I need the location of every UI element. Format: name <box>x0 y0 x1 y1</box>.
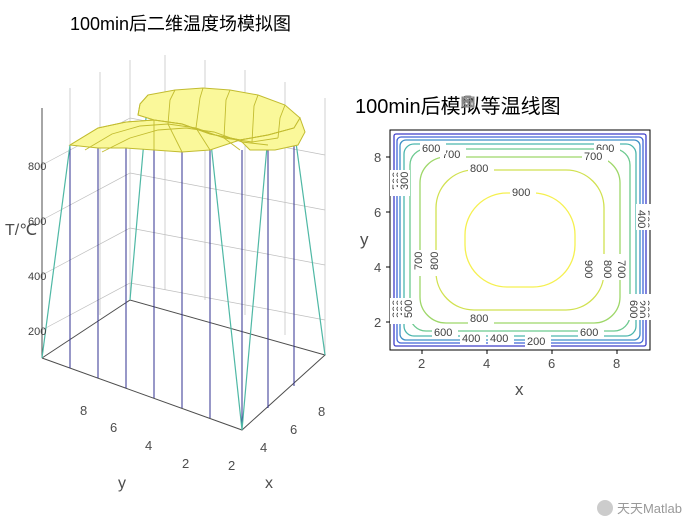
svg-text:600: 600 <box>627 300 639 318</box>
svg-text:600: 600 <box>580 327 598 339</box>
brush-icon[interactable] <box>484 94 506 112</box>
svg-text:800: 800 <box>429 252 441 270</box>
svg-text:700: 700 <box>615 260 627 278</box>
svg-text:2: 2 <box>182 456 189 471</box>
wechat-icon <box>597 500 613 516</box>
svg-text:6: 6 <box>290 422 297 437</box>
svg-text:400: 400 <box>28 271 46 283</box>
svg-text:800: 800 <box>601 260 613 278</box>
svg-text:800: 800 <box>470 163 488 175</box>
svg-text:700: 700 <box>413 252 425 270</box>
contour-plot: 100min后模拟等温线图 2 4 6 8 2 4 6 8 <box>360 90 690 420</box>
svg-text:700: 700 <box>584 151 602 163</box>
svg-text:4: 4 <box>374 260 381 275</box>
zoom-out-icon[interactable] <box>556 94 578 112</box>
svg-text:300: 300 <box>399 172 411 190</box>
contour-ylabel: y <box>360 230 369 250</box>
svg-text:6: 6 <box>110 420 117 435</box>
svg-text:8: 8 <box>613 356 620 371</box>
svg-text:6: 6 <box>548 356 555 371</box>
figure-toolbar <box>460 94 602 112</box>
svg-text:900: 900 <box>582 260 594 278</box>
surface-zlabel: T/℃ <box>5 220 37 240</box>
svg-text:400: 400 <box>635 210 647 228</box>
surface-xlabel: x <box>265 475 273 493</box>
watermark-text: 天天Matlab <box>617 498 682 517</box>
svg-text:8: 8 <box>318 404 325 419</box>
svg-text:4: 4 <box>260 440 267 455</box>
contour-svg: 2 4 6 8 2 4 6 8 800 900 700 600 600 700 <box>360 120 690 440</box>
svg-text:600: 600 <box>434 327 452 339</box>
svg-text:400: 400 <box>490 333 508 345</box>
svg-text:8: 8 <box>80 403 87 418</box>
watermark: 天天Matlab <box>597 498 682 517</box>
svg-text:900: 900 <box>512 187 530 199</box>
svg-text:600: 600 <box>422 143 440 155</box>
surface-ylabel: y <box>118 475 126 493</box>
svg-text:4: 4 <box>145 438 152 453</box>
svg-text:4: 4 <box>483 356 490 371</box>
svg-text:2: 2 <box>374 315 381 330</box>
svg-text:8: 8 <box>374 150 381 165</box>
svg-text:6: 6 <box>374 205 381 220</box>
contour-xlabel: x <box>515 380 524 400</box>
svg-text:500: 500 <box>403 300 415 318</box>
svg-text:200: 200 <box>28 326 46 338</box>
zoom-in-icon[interactable] <box>532 94 554 112</box>
home-icon[interactable] <box>580 94 602 112</box>
svg-text:800: 800 <box>470 313 488 325</box>
svg-text:200: 200 <box>527 336 545 348</box>
pan-icon[interactable] <box>508 94 530 112</box>
svg-text:400: 400 <box>462 333 480 345</box>
svg-text:2: 2 <box>418 356 425 371</box>
svg-text:2: 2 <box>228 458 235 473</box>
svg-text:800: 800 <box>28 161 46 173</box>
surface-svg: 200 400 600 800 8 6 4 2 2 4 6 8 <box>0 0 360 520</box>
surface-plot: 100min后二维温度场模拟图 <box>0 0 360 520</box>
